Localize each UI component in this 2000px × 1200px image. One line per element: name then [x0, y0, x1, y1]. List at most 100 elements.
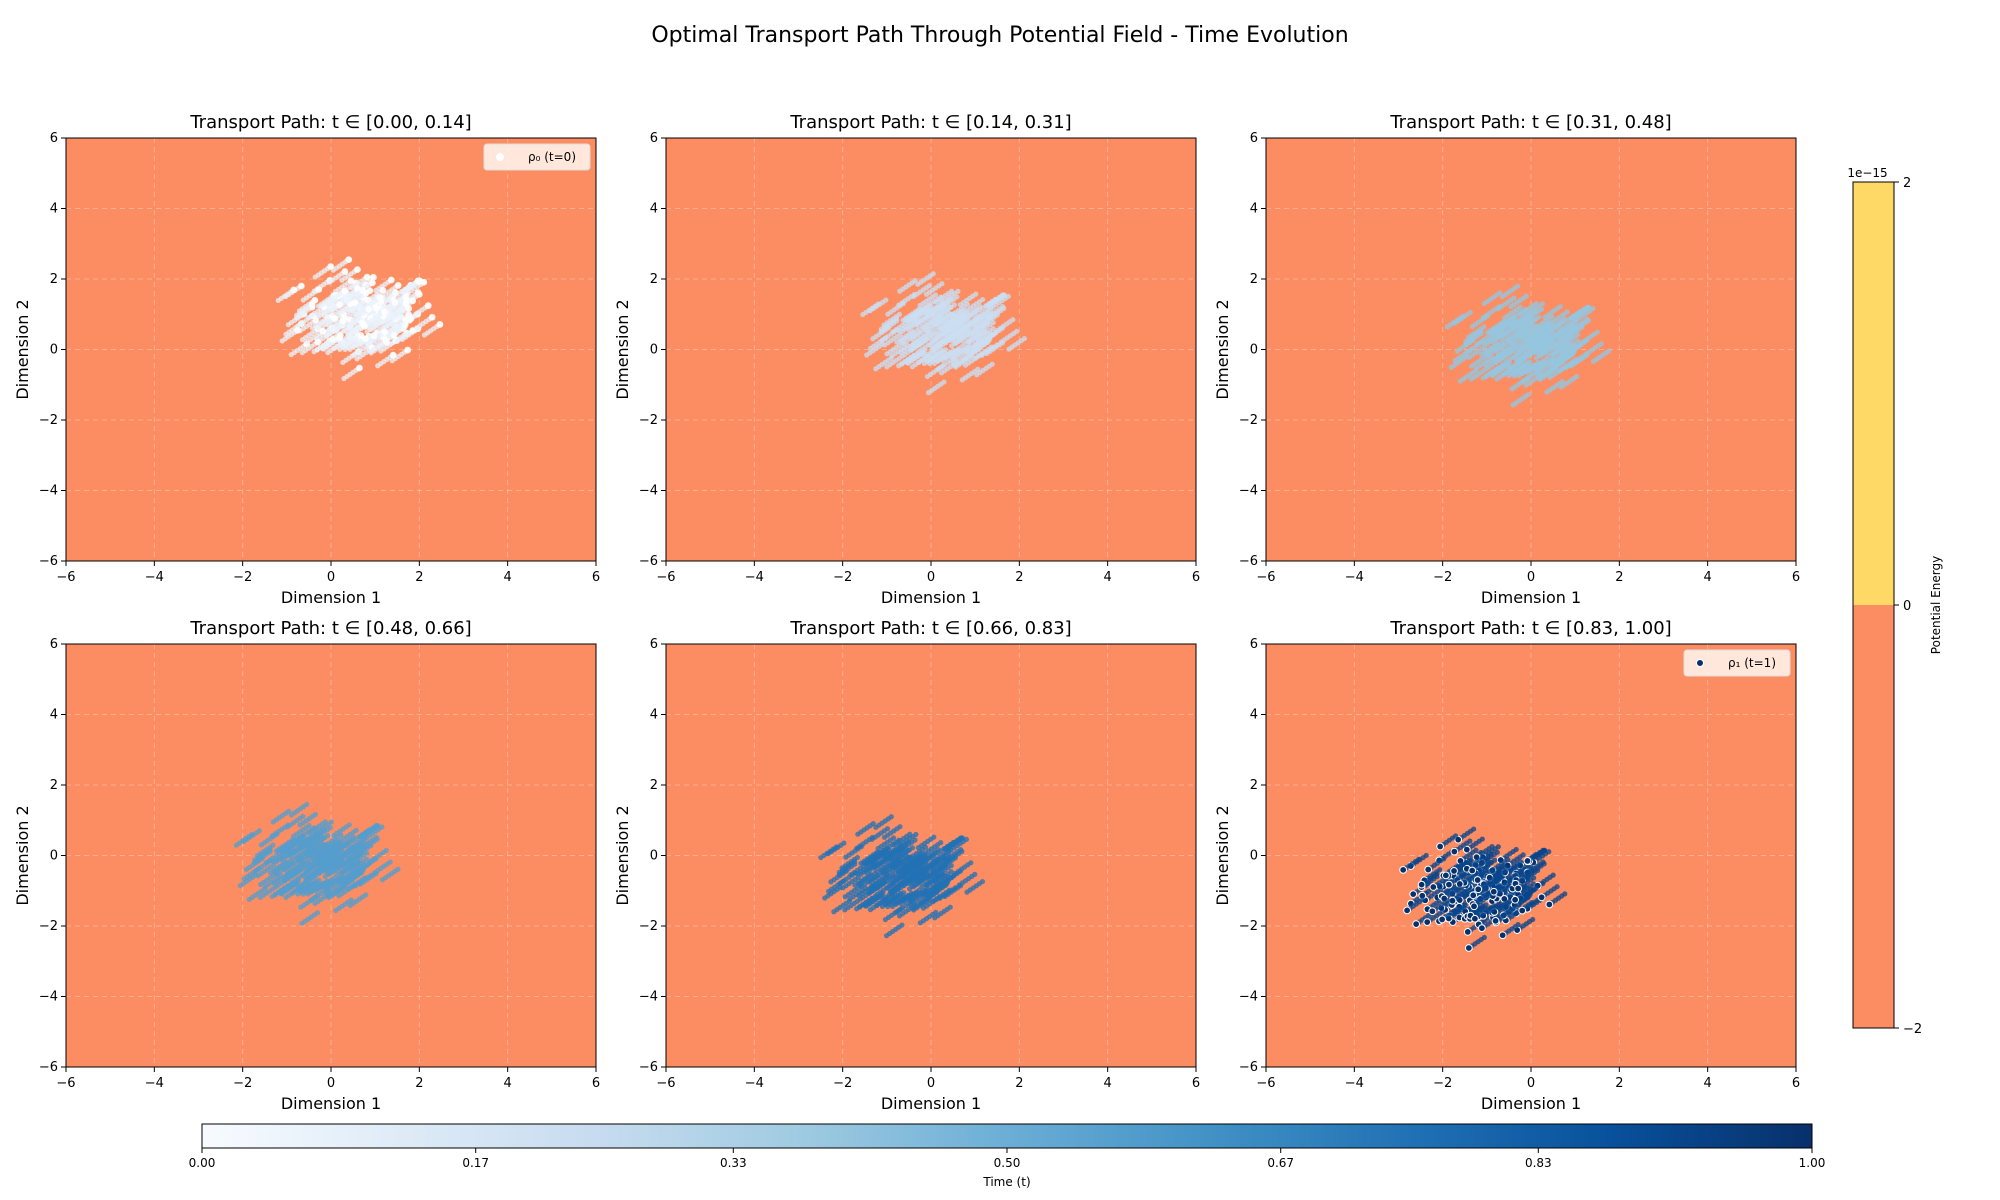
path-point: [1537, 375, 1543, 381]
x-tick-label: 4: [504, 570, 512, 585]
subplot-title: Transport Path: t ∈ [0.48, 0.66]: [189, 618, 471, 639]
path-point: [285, 322, 291, 328]
path-point: [1444, 324, 1450, 330]
path-point: [926, 342, 933, 348]
x-tick-label: 4: [1704, 570, 1712, 585]
path-point: [889, 353, 895, 359]
path-point: [1538, 352, 1544, 359]
y-tick-label: 4: [650, 202, 658, 217]
y-tick-label: −2: [39, 413, 58, 428]
start-point: [369, 279, 376, 287]
path-point: [325, 349, 331, 356]
path-point: [352, 883, 358, 889]
path-point: [312, 900, 318, 907]
path-point: [284, 824, 291, 830]
y-tick-label: −2: [639, 413, 658, 428]
x-tick-label: 2: [1615, 570, 1623, 585]
path-point: [1514, 349, 1521, 355]
path-point: [347, 346, 353, 352]
path-point: [312, 274, 318, 280]
start-point: [353, 266, 361, 274]
path-point: [345, 872, 351, 878]
path-point: [321, 312, 327, 318]
start-point: [347, 277, 355, 285]
path-point: [375, 363, 381, 369]
path-point: [302, 843, 308, 849]
path-point: [305, 314, 311, 321]
path-point: [1545, 353, 1552, 359]
path-point: [1473, 365, 1480, 371]
start-point: [319, 327, 327, 335]
y-axis-label: Dimension 2: [613, 299, 632, 399]
path-point: [874, 902, 880, 908]
path-point: [1511, 354, 1517, 360]
start-point: [290, 286, 298, 294]
start-point: [365, 305, 373, 313]
y-tick-label: 4: [50, 202, 58, 217]
path-point: [282, 873, 289, 879]
start-point: [389, 351, 397, 359]
path-point: [884, 364, 890, 370]
y-tick-label: 6: [1250, 131, 1258, 146]
path-point: [837, 880, 843, 887]
path-point: [1520, 378, 1526, 385]
x-tick-label: −2: [233, 570, 252, 585]
path-point: [258, 842, 264, 848]
path-point: [272, 892, 278, 898]
y-tick-label: 4: [1250, 202, 1258, 217]
start-point: [331, 315, 339, 322]
path-point: [399, 288, 406, 295]
path-point: [972, 341, 978, 348]
path-point: [905, 326, 912, 332]
path-point: [979, 352, 985, 358]
path-point: [342, 328, 348, 334]
path-point: [344, 298, 350, 304]
start-point: [376, 294, 384, 302]
start-point: [356, 364, 363, 372]
y-tick-label: 0: [1250, 343, 1258, 358]
y-tick-label: 6: [50, 131, 58, 146]
path-point: [1463, 339, 1469, 345]
x-tick-label: 6: [592, 1076, 600, 1091]
path-point: [884, 351, 890, 357]
transport-path-points: [233, 801, 401, 926]
path-point: [290, 856, 296, 862]
transport-path-points: [818, 814, 986, 939]
path-point: [290, 833, 297, 839]
path-point: [929, 312, 935, 318]
start-point: [390, 332, 398, 339]
y-tick-label: 6: [50, 637, 58, 652]
x-axis-label: Dimension 1: [1481, 588, 1581, 607]
y-tick-label: −6: [39, 554, 58, 569]
path-point: [354, 356, 360, 362]
path-point: [935, 331, 941, 337]
path-point: [890, 329, 896, 335]
path-point: [1509, 386, 1515, 392]
path-point: [1454, 348, 1460, 354]
path-point: [305, 891, 311, 897]
x-tick-label: 6: [1792, 570, 1800, 585]
path-point: [879, 337, 885, 344]
path-point: [348, 861, 354, 867]
path-point: [1508, 304, 1514, 310]
path-point: [276, 848, 282, 854]
path-point: [297, 841, 303, 847]
path-point: [233, 842, 239, 848]
start-point: [405, 305, 413, 312]
path-point: [327, 871, 333, 877]
path-point: [930, 337, 936, 343]
start-point: [414, 277, 422, 285]
y-tick-label: 2: [650, 272, 658, 287]
path-point: [952, 362, 958, 369]
path-point: [924, 373, 930, 380]
x-tick-label: −6: [56, 570, 75, 585]
x-tick-label: −2: [233, 1076, 252, 1091]
path-point: [318, 303, 324, 309]
path-point: [870, 336, 876, 342]
x-tick-label: 4: [504, 1076, 512, 1091]
path-point: [366, 319, 372, 325]
path-point: [911, 312, 917, 319]
start-point: [362, 335, 369, 343]
path-point: [314, 347, 320, 353]
